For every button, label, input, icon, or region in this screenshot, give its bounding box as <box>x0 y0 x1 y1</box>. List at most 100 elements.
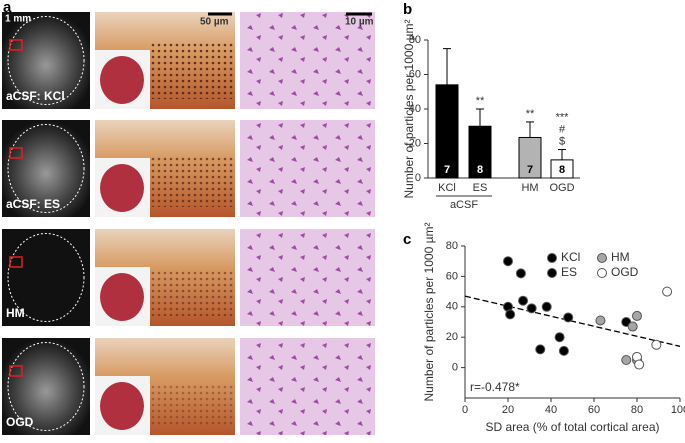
legend-marker <box>597 268 607 278</box>
particle-area <box>150 383 235 425</box>
bar <box>435 84 459 179</box>
significance: ** <box>526 108 535 120</box>
significance: ** <box>476 95 485 107</box>
y-tick-label: 40 <box>446 301 458 313</box>
inset-brain <box>100 273 144 321</box>
point <box>535 344 546 355</box>
significance: *** <box>556 111 570 123</box>
histology-image <box>240 12 375 109</box>
mri-image <box>2 338 90 435</box>
point <box>541 301 552 312</box>
point <box>558 345 569 356</box>
legend-label: OGD <box>611 265 639 279</box>
x-tick-label: 20 <box>502 404 514 416</box>
point <box>627 321 638 332</box>
panel-label: a <box>3 0 12 16</box>
mri-image <box>2 12 90 109</box>
significance: $ <box>559 135 565 147</box>
n-label: 7 <box>444 164 450 176</box>
row-label: aCSF: ES <box>6 197 60 211</box>
x-tick-label: 100 <box>671 404 685 416</box>
point <box>632 310 642 321</box>
particle-area <box>150 269 235 316</box>
bar <box>550 159 574 179</box>
n-label: 8 <box>477 164 483 176</box>
legend-label: HM <box>611 250 630 264</box>
group-label: aCSF <box>450 199 478 211</box>
roi-box <box>9 256 23 268</box>
y-axis-label: Number of particles per 1000 µm² <box>402 20 416 199</box>
x-tick-label: KCl <box>438 182 456 194</box>
panel-label: c <box>403 231 411 248</box>
point <box>526 303 537 314</box>
point <box>595 315 606 326</box>
bar <box>518 136 542 179</box>
point <box>563 312 574 323</box>
point <box>503 256 513 267</box>
legend-label: ES <box>561 265 577 279</box>
trend-line <box>464 295 681 347</box>
brain-outline <box>7 233 85 322</box>
legend-marker <box>547 253 557 263</box>
roi-box <box>9 147 23 159</box>
x-tick-label: 0 <box>462 404 468 416</box>
y-tick-label: 60 <box>409 68 421 80</box>
n-label: 7 <box>527 164 533 176</box>
x-axis-label: SD area (% of total cortical area) <box>485 420 659 434</box>
panel-label: b <box>403 1 412 18</box>
roi-box <box>9 39 23 51</box>
point <box>662 286 673 297</box>
point <box>621 355 632 365</box>
x-tick-label: OGD <box>549 182 574 194</box>
panel-a-images: aCSF: KCl aCSF: ES HM OGD <box>2 12 375 435</box>
brain-outline <box>7 16 85 105</box>
point <box>518 295 529 306</box>
y-axis-label: Number of particles per 1000 µm² <box>422 223 436 402</box>
significance: # <box>559 123 566 135</box>
y-tick-label: 20 <box>409 137 421 149</box>
legend-marker <box>597 253 607 263</box>
roi-box <box>9 365 23 377</box>
point <box>651 339 662 350</box>
histology-image <box>240 229 375 326</box>
legend-label: KCl <box>561 250 580 264</box>
point <box>505 309 516 320</box>
bar <box>468 125 492 179</box>
row-label: aCSF: KCl <box>6 89 65 103</box>
legend-marker <box>547 268 557 278</box>
point <box>634 359 645 370</box>
annotation: r=-0.478* <box>470 380 520 394</box>
x-tick-label: ES <box>473 182 488 194</box>
y-tick-label: 80 <box>409 34 421 46</box>
y-tick-label: 0 <box>415 172 421 184</box>
inset-brain <box>100 382 144 430</box>
inset-brain <box>100 164 144 212</box>
x-tick-label: 40 <box>545 404 557 416</box>
y-tick-label: 60 <box>446 270 458 282</box>
scale-bar-label: 10 µm <box>345 17 374 28</box>
particle-area <box>150 155 235 207</box>
y-tick-label: 0 <box>452 362 458 374</box>
point <box>515 268 526 279</box>
inset-brain <box>100 56 144 104</box>
row-label: HM <box>6 306 25 320</box>
x-tick-label: HM <box>521 182 538 194</box>
histology-image <box>240 120 375 217</box>
x-tick-label: 80 <box>631 404 643 416</box>
y-tick-label: 20 <box>446 331 458 343</box>
n-label: 8 <box>559 164 565 176</box>
row-label: OGD <box>6 415 34 429</box>
mri-image <box>2 120 90 217</box>
scale-bar-label: 1 mm <box>5 14 31 25</box>
particle-area <box>150 42 235 99</box>
y-tick-label: 80 <box>446 240 458 252</box>
x-tick-label: 60 <box>588 404 600 416</box>
y-tick-label: 40 <box>409 103 421 115</box>
brain-outline <box>7 124 85 213</box>
brain-outline <box>7 342 85 431</box>
scale-bar-label: 50 µm <box>200 17 229 28</box>
point <box>554 332 565 343</box>
mri-image <box>2 229 90 326</box>
histology-image <box>240 338 375 435</box>
